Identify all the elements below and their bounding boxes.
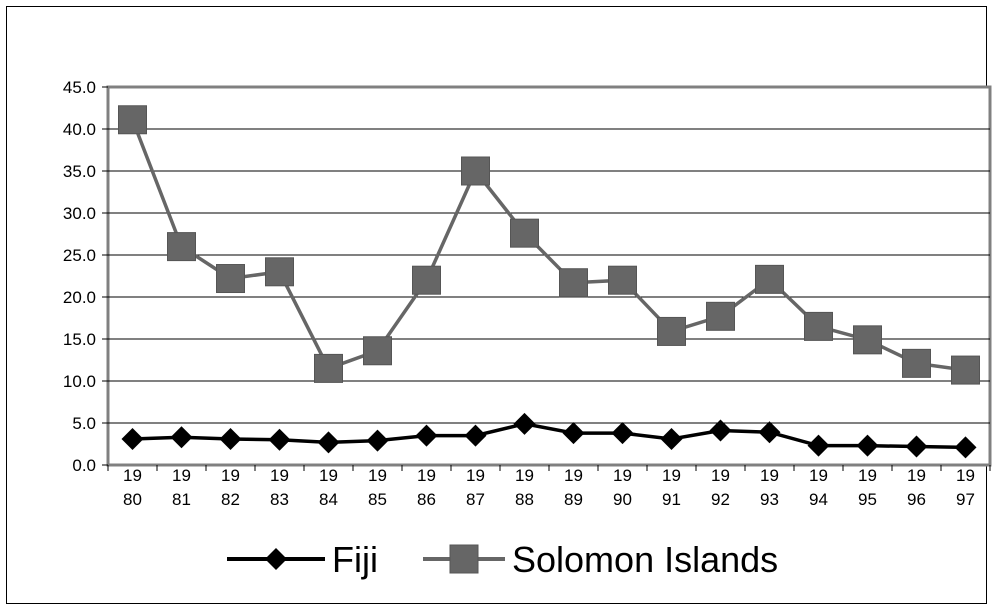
data-point-fiji <box>121 427 144 450</box>
x-tick-label-bottom: 80 <box>123 490 142 509</box>
data-point-solomon-islands <box>265 257 294 287</box>
legend-marker-solomon-islands <box>449 544 479 574</box>
data-point-solomon-islands <box>755 264 784 294</box>
data-point-fiji <box>366 429 389 452</box>
data-point-solomon-islands <box>167 232 196 262</box>
data-point-fiji <box>513 412 536 435</box>
legend-label-solomon-islands: Solomon Islands <box>512 539 778 580</box>
data-point-solomon-islands <box>510 218 539 248</box>
legend-label-fiji: Fiji <box>332 539 378 580</box>
y-tick-label: 40.0 <box>63 120 96 139</box>
data-point-solomon-islands <box>412 265 441 295</box>
data-point-solomon-islands <box>853 325 882 355</box>
legend-marker-shape <box>449 544 479 574</box>
x-axis-ticks: 19 80 19 81 19 82 19 83 19 84 19 85 19 86 19 87 19 88 19 89… <box>107 465 991 509</box>
legend: Fiji Solomon Islands <box>227 539 778 580</box>
legend-marker-shape <box>265 548 287 570</box>
gridlines <box>108 128 990 424</box>
x-tick-label-bottom: 84 <box>319 490 338 509</box>
data-point-fiji <box>660 427 683 450</box>
data-point-solomon-islands <box>559 268 588 298</box>
x-tick-label-top: 19 <box>662 466 681 485</box>
x-tick-label-top: 19 <box>809 466 828 485</box>
data-point-solomon-islands <box>706 301 735 331</box>
x-tick-label-top: 19 <box>221 466 240 485</box>
x-tick-label-top: 19 <box>417 466 436 485</box>
x-tick-label-bottom: 89 <box>564 490 583 509</box>
x-tick-label-top: 19 <box>711 466 730 485</box>
x-tick-label-bottom: 83 <box>270 490 289 509</box>
data-point-solomon-islands <box>608 265 637 295</box>
x-tick-label-top: 19 <box>368 466 387 485</box>
data-point-fiji <box>219 427 242 450</box>
x-tick-label-top: 19 <box>270 466 289 485</box>
data-point-fiji <box>709 419 732 442</box>
data-point-fiji <box>415 424 438 447</box>
data-point-solomon-islands <box>902 348 931 378</box>
x-tick-label-bottom: 93 <box>760 490 779 509</box>
data-point-solomon-islands <box>118 105 147 135</box>
data-point-solomon-islands <box>314 353 343 383</box>
data-point-fiji <box>268 428 291 451</box>
x-tick-label-bottom: 95 <box>858 490 877 509</box>
x-tick-label-top: 19 <box>956 466 975 485</box>
x-tick-label-bottom: 87 <box>466 490 485 509</box>
data-point-fiji <box>758 421 781 444</box>
x-tick-label-bottom: 91 <box>662 490 681 509</box>
x-tick-label-top: 19 <box>858 466 877 485</box>
x-tick-label-top: 19 <box>172 466 191 485</box>
data-point-solomon-islands <box>657 316 686 346</box>
x-tick-label-bottom: 94 <box>809 490 828 509</box>
y-tick-label: 30.0 <box>63 204 96 223</box>
data-point-fiji <box>905 435 928 458</box>
y-tick-label: 25.0 <box>63 246 96 265</box>
x-tick-label-bottom: 88 <box>515 490 534 509</box>
x-tick-label-top: 19 <box>123 466 142 485</box>
data-point-solomon-islands <box>804 311 833 341</box>
x-tick-label-bottom: 86 <box>417 490 436 509</box>
data-point-fiji <box>856 434 879 457</box>
data-point-solomon-islands <box>216 264 245 294</box>
x-tick-label-bottom: 97 <box>956 490 975 509</box>
series-markers <box>118 105 980 459</box>
x-tick-label-top: 19 <box>466 466 485 485</box>
x-tick-label-bottom: 81 <box>172 490 191 509</box>
y-tick-label: 5.0 <box>72 414 96 433</box>
x-tick-label-top: 19 <box>564 466 583 485</box>
x-tick-label-bottom: 90 <box>613 490 632 509</box>
y-tick-label: 0.0 <box>72 456 96 475</box>
data-point-solomon-islands <box>363 336 392 366</box>
data-point-fiji <box>611 422 634 445</box>
y-tick-label: 10.0 <box>63 372 96 391</box>
data-point-fiji <box>317 431 340 454</box>
data-point-fiji <box>807 434 830 457</box>
x-tick-label-top: 19 <box>907 466 926 485</box>
x-tick-label-bottom: 82 <box>221 490 240 509</box>
x-tick-label-bottom: 92 <box>711 490 730 509</box>
x-tick-label-top: 19 <box>613 466 632 485</box>
x-tick-label-bottom: 96 <box>907 490 926 509</box>
data-point-fiji <box>562 422 585 445</box>
y-axis-ticks: 0.0 5.0 10.0 15.0 20.0 25.0 30.0 35.0 40.0 45.0 <box>63 78 108 475</box>
y-tick-label: 35.0 <box>63 162 96 181</box>
x-tick-label-top: 19 <box>515 466 534 485</box>
data-point-fiji <box>954 436 977 459</box>
x-tick-label-bottom: 85 <box>368 490 387 509</box>
data-point-fiji <box>170 426 193 449</box>
x-tick-label-top: 19 <box>760 466 779 485</box>
legend-marker-fiji <box>265 548 287 570</box>
y-tick-label: 20.0 <box>63 288 96 307</box>
data-point-solomon-islands <box>951 355 980 385</box>
data-point-fiji <box>464 424 487 447</box>
data-point-solomon-islands <box>461 156 490 186</box>
y-tick-label: 45.0 <box>63 78 96 97</box>
y-tick-label: 15.0 <box>63 330 96 349</box>
x-tick-label-top: 19 <box>319 466 338 485</box>
